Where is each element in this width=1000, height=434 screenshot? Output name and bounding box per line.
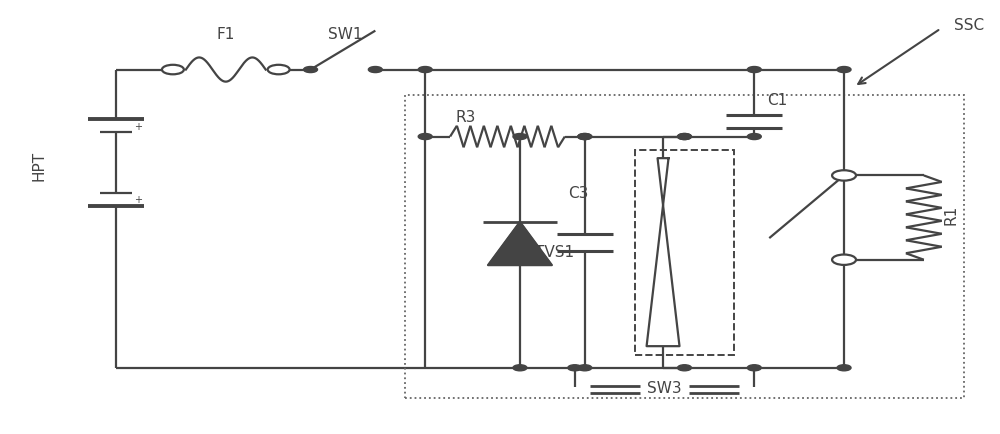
Circle shape [268, 66, 290, 75]
Text: TVS1: TVS1 [535, 244, 574, 259]
Circle shape [162, 66, 184, 75]
Text: R1: R1 [943, 205, 958, 225]
Circle shape [832, 255, 856, 265]
Text: +: + [134, 195, 142, 205]
Circle shape [418, 67, 432, 73]
Circle shape [578, 134, 592, 140]
Bar [635, 150, 734, 355]
Bar [405, 96, 964, 398]
Circle shape [368, 67, 382, 73]
Circle shape [513, 134, 527, 140]
Text: HPT: HPT [32, 150, 47, 180]
Circle shape [678, 365, 691, 371]
Circle shape [832, 171, 856, 181]
Circle shape [578, 134, 592, 140]
Text: C3: C3 [568, 186, 588, 201]
Polygon shape [488, 222, 552, 266]
Circle shape [568, 365, 582, 371]
Text: SW1: SW1 [328, 27, 363, 43]
Text: +: + [134, 122, 142, 132]
Circle shape [418, 134, 432, 140]
Text: SSC: SSC [954, 18, 984, 33]
Text: C1: C1 [767, 93, 788, 108]
Circle shape [747, 67, 761, 73]
Circle shape [747, 134, 761, 140]
Text: R3: R3 [455, 109, 476, 124]
Circle shape [678, 134, 691, 140]
Text: F1: F1 [217, 27, 235, 43]
Circle shape [837, 67, 851, 73]
Text: SW3: SW3 [647, 380, 682, 395]
Circle shape [837, 365, 851, 371]
Circle shape [513, 365, 527, 371]
Circle shape [578, 365, 592, 371]
Circle shape [304, 67, 318, 73]
Circle shape [747, 365, 761, 371]
Circle shape [678, 134, 691, 140]
